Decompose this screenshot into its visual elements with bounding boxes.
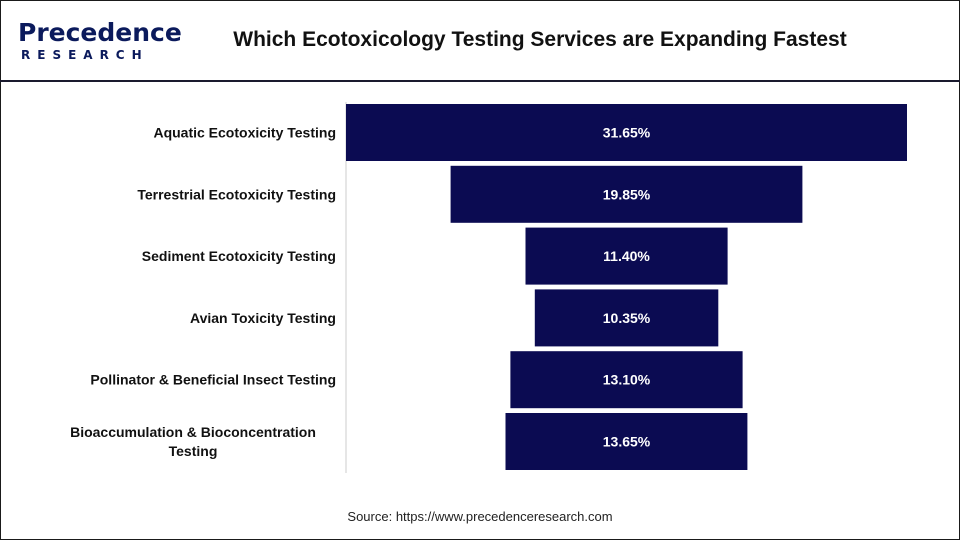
- bar: [450, 165, 803, 223]
- data-label: 11.40%: [603, 248, 650, 264]
- category-label: Avian Toxicity Testing: [190, 310, 336, 326]
- data-label: 19.85%: [603, 186, 651, 202]
- bar: [505, 413, 748, 470]
- logo-wordmark: Precedence: [18, 18, 182, 47]
- source-note: Source: https://www.precedenceresearch.c…: [347, 509, 613, 524]
- precedence-research-logo: Precedence RESEARCH: [18, 18, 182, 66]
- category-label-line: Testing: [169, 443, 218, 459]
- bar: [346, 104, 907, 161]
- bar: [510, 351, 743, 409]
- category-label: Terrestrial Ecotoxicity Testing: [137, 186, 336, 202]
- header-divider: [0, 80, 960, 82]
- bar: [525, 227, 728, 285]
- category-label: Pollinator & Beneficial Insect Testing: [90, 372, 336, 388]
- bar: [534, 289, 719, 347]
- funnel-chart: 31.65% Aquatic Ecotoxicity Testing 19.85% T…: [70, 102, 907, 473]
- logo-subtitle: RESEARCH: [21, 48, 149, 62]
- data-label: 13.10%: [603, 372, 651, 388]
- category-label: Bioaccumulation & Bioconcentration Testin…: [70, 424, 316, 459]
- data-label: 31.65%: [603, 125, 651, 141]
- category-label-line: Bioaccumulation & Bioconcentration: [70, 424, 316, 440]
- data-label: 13.65%: [603, 434, 651, 450]
- category-label: Aquatic Ecotoxicity Testing: [153, 125, 336, 141]
- category-label: Sediment Ecotoxicity Testing: [142, 248, 336, 264]
- chart-title: Which Ecotoxicology Testing Services are…: [233, 28, 847, 51]
- data-label: 10.35%: [603, 310, 651, 326]
